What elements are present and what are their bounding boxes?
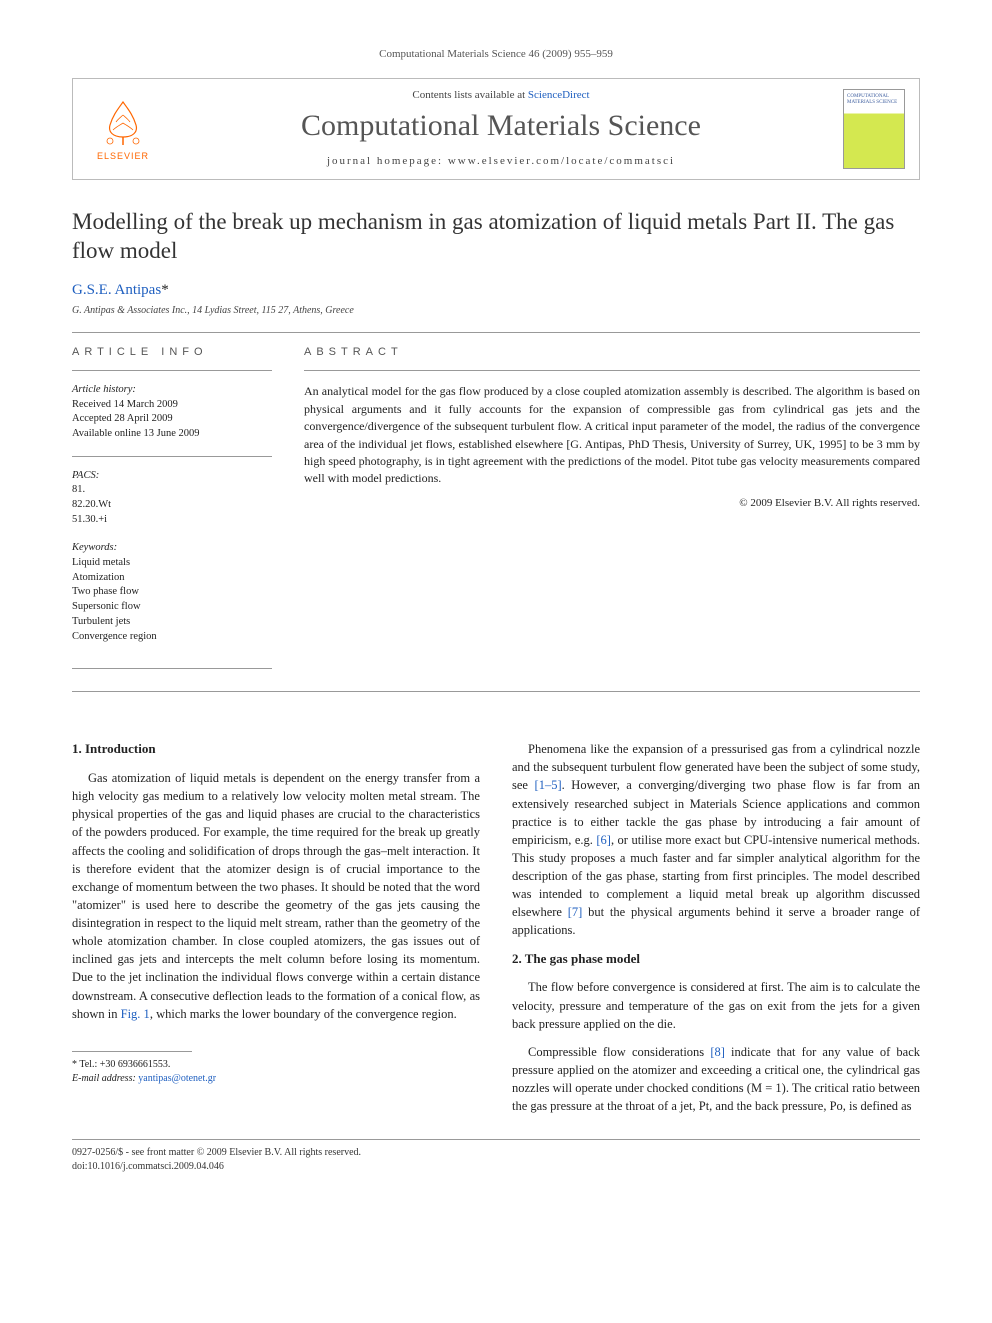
keywords-block: Keywords: Liquid metals Atomization Two … xyxy=(72,541,272,644)
running-header: Computational Materials Science 46 (2009… xyxy=(72,48,920,60)
paragraph-text: Gas atomization of liquid metals is depe… xyxy=(72,771,480,1021)
footnote-email-line: E-mail address: yantipas@otenet.gr xyxy=(72,1072,480,1086)
body-paragraph: Compressible flow considerations [8] ind… xyxy=(512,1043,920,1116)
keyword-line: Turbulent jets xyxy=(72,615,272,630)
author-name-link[interactable]: G.S.E. Antipas xyxy=(72,282,161,298)
section-divider-rule xyxy=(72,691,920,692)
email-label: E-mail address: xyxy=(72,1073,138,1084)
pacs-line: 82.20.Wt xyxy=(72,498,272,513)
abstract-divider xyxy=(304,370,920,371)
tel-label: * Tel.: xyxy=(72,1059,100,1070)
keyword-line: Atomization xyxy=(72,571,272,586)
footer-doi-line: doi:10.1016/j.commatsci.2009.04.046 xyxy=(72,1160,920,1174)
abstract-text: An analytical model for the gas flow pro… xyxy=(304,383,920,487)
figure-reference-link[interactable]: Fig. 1 xyxy=(121,1007,150,1021)
cover-thumbnail-label: COMPUTATIONAL MATERIALS SCIENCE xyxy=(847,94,904,105)
author-email-link[interactable]: yantipas@otenet.gr xyxy=(138,1073,216,1084)
info-abstract-row: ARTICLE INFO Article history: Received 1… xyxy=(72,345,920,659)
citation-link[interactable]: [6] xyxy=(596,833,611,847)
intro-paragraph: Gas atomization of liquid metals is depe… xyxy=(72,769,480,1023)
footnote-rule xyxy=(72,1051,192,1052)
abstract-column: ABSTRACT An analytical model for the gas… xyxy=(304,345,920,659)
paragraph-text: Compressible flow considerations xyxy=(528,1045,710,1059)
keyword-line: Two phase flow xyxy=(72,585,272,600)
body-column-right: Phenomena like the expansion of a pressu… xyxy=(512,740,920,1125)
pacs-title: PACS: xyxy=(72,469,272,484)
abstract-copyright: © 2009 Elsevier B.V. All rights reserved… xyxy=(304,496,920,512)
info-divider xyxy=(72,456,272,457)
body-text-columns: 1. Introduction Gas atomization of liqui… xyxy=(72,740,920,1125)
section-heading-gas-model: 2. The gas phase model xyxy=(512,950,920,969)
footer-rule xyxy=(72,1139,920,1140)
cover-thumbnail-area: COMPUTATIONAL MATERIALS SCIENCE xyxy=(829,79,919,179)
citation-link[interactable]: [1–5] xyxy=(535,778,562,792)
keywords-title: Keywords: xyxy=(72,541,272,556)
masthead-center: Contents lists available at ScienceDirec… xyxy=(173,79,829,179)
footer-copyright-line: 0927-0256/$ - see front matter © 2009 El… xyxy=(72,1146,920,1160)
keyword-line: Supersonic flow xyxy=(72,600,272,615)
corresponding-marker: * xyxy=(161,282,169,298)
author-line: G.S.E. Antipas* xyxy=(72,282,920,299)
footnote-tel-line: * Tel.: +30 6936661553. xyxy=(72,1058,480,1072)
body-paragraph: Phenomena like the expansion of a pressu… xyxy=(512,740,920,939)
author-affiliation: G. Antipas & Associates Inc., 14 Lydias … xyxy=(72,305,920,316)
journal-cover-thumbnail: COMPUTATIONAL MATERIALS SCIENCE xyxy=(843,89,905,169)
keyword-line: Convergence region xyxy=(72,630,272,645)
citation-link[interactable]: [7] xyxy=(568,905,583,919)
history-line: Available online 13 June 2009 xyxy=(72,427,272,442)
article-title: Modelling of the break up mechanism in g… xyxy=(72,208,920,266)
elsevier-logo: ELSEVIER xyxy=(88,89,158,169)
publisher-name: ELSEVIER xyxy=(97,151,149,161)
history-line: Received 14 March 2009 xyxy=(72,398,272,413)
divider-rule xyxy=(72,332,920,333)
article-info-heading: ARTICLE INFO xyxy=(72,345,272,360)
page-footer: 0927-0256/$ - see front matter © 2009 El… xyxy=(72,1146,920,1174)
tel-value: +30 6936661553. xyxy=(100,1059,171,1070)
homepage-url: www.elsevier.com/locate/commatsci xyxy=(448,155,675,167)
section-heading-introduction: 1. Introduction xyxy=(72,740,480,759)
history-line: Accepted 28 April 2009 xyxy=(72,412,272,427)
article-info-column: ARTICLE INFO Article history: Received 1… xyxy=(72,345,272,659)
elsevier-tree-icon xyxy=(98,97,148,147)
contents-available-line: Contents lists available at ScienceDirec… xyxy=(173,89,829,101)
paragraph-text: , which marks the lower boundary of the … xyxy=(150,1007,457,1021)
contents-prefix: Contents lists available at xyxy=(412,89,527,101)
pacs-line: 81. xyxy=(72,483,272,498)
homepage-prefix: journal homepage: xyxy=(327,155,448,167)
pacs-line: 51.30.+i xyxy=(72,513,272,528)
journal-homepage-line: journal homepage: www.elsevier.com/locat… xyxy=(173,155,829,167)
keyword-line: Liquid metals xyxy=(72,556,272,571)
abstract-heading: ABSTRACT xyxy=(304,345,920,361)
info-divider xyxy=(72,370,272,371)
journal-masthead: ELSEVIER Contents lists available at Sci… xyxy=(72,78,920,180)
history-title: Article history: xyxy=(72,383,272,398)
journal-title: Computational Materials Science xyxy=(173,109,829,143)
corresponding-author-footnote: * Tel.: +30 6936661553. E-mail address: … xyxy=(72,1058,480,1086)
pacs-block: PACS: 81. 82.20.Wt 51.30.+i xyxy=(72,469,272,528)
publisher-logo-area: ELSEVIER xyxy=(73,79,173,179)
citation-link[interactable]: [8] xyxy=(710,1045,725,1059)
body-paragraph: The flow before convergence is considere… xyxy=(512,978,920,1032)
sciencedirect-link[interactable]: ScienceDirect xyxy=(528,89,590,101)
article-history-block: Article history: Received 14 March 2009 … xyxy=(72,383,272,442)
info-bottom-rule xyxy=(72,668,272,669)
body-column-left: 1. Introduction Gas atomization of liqui… xyxy=(72,740,480,1125)
